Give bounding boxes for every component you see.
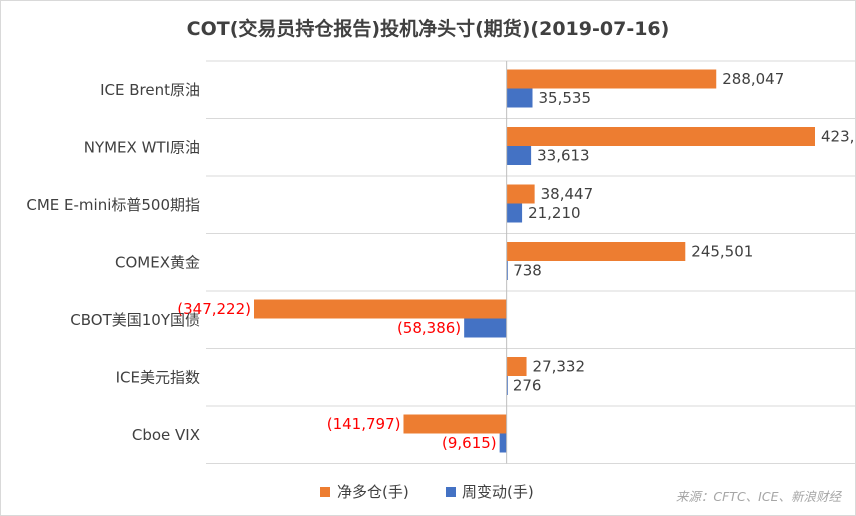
- category-label: COMEX黄金: [115, 253, 200, 271]
- bar-net-long: [506, 242, 686, 261]
- bar-weekly-change: [506, 261, 508, 280]
- legend-swatch-weekly-change: [446, 487, 456, 497]
- category-label: ICE美元指数: [116, 368, 200, 386]
- category-label: NYMEX WTI原油: [84, 138, 200, 156]
- bar-net-long: [506, 127, 815, 146]
- bar-weekly-change: [499, 433, 507, 453]
- bar-net-long: [506, 184, 535, 204]
- grid-lines: [206, 60, 855, 464]
- category-label: CBOT美国10Y国债: [70, 311, 200, 329]
- data-label: 33,613: [537, 147, 590, 165]
- bar-net-long: [254, 299, 507, 319]
- legend-label-weekly-change: 周变动(手): [462, 483, 534, 501]
- bar-weekly-change: [506, 146, 532, 165]
- category-labels: ICE Brent原油 NYMEX WTI原油 CME E-mini标普500期指 C…: [26, 81, 200, 444]
- bar-weekly-change: [506, 88, 533, 108]
- data-label: (9,615): [442, 434, 497, 452]
- bar-weekly-change: [506, 203, 523, 223]
- data-label: 245,501: [691, 243, 753, 261]
- category-label: ICE Brent原油: [100, 81, 200, 99]
- data-label: 21,210: [528, 204, 581, 222]
- data-label: (58,386): [397, 319, 461, 337]
- data-label: 27,332: [533, 358, 586, 376]
- bar-net-long: [506, 69, 717, 89]
- legend-swatch-net-long: [320, 487, 330, 497]
- data-label: 288,047: [722, 70, 784, 88]
- chart-title: COT(交易员持仓报告)投机净头寸(期货)(2019-07-16): [187, 17, 670, 40]
- data-label: 738: [513, 262, 542, 280]
- data-label: 38,447: [541, 185, 594, 203]
- data-label: 423,762: [821, 128, 855, 146]
- legend-label-net-long: 净多仓(手): [337, 483, 409, 501]
- bar-net-long: [403, 414, 507, 434]
- data-label: (141,797): [327, 415, 401, 433]
- data-label: 276: [513, 377, 542, 395]
- bar-weekly-change: [464, 318, 507, 338]
- data-label: (347,222): [177, 300, 251, 318]
- bar-weekly-change: [506, 376, 508, 395]
- data-label: 35,535: [539, 89, 592, 107]
- category-label: Cboe VIX: [132, 426, 200, 444]
- bars: [254, 69, 815, 453]
- legend: 净多仓(手) 周变动(手): [320, 483, 534, 501]
- bar-net-long: [506, 357, 527, 376]
- source-note: 来源：CFTC、ICE、新浪财经: [676, 489, 843, 504]
- category-label: CME E-mini标普500期指: [26, 196, 200, 214]
